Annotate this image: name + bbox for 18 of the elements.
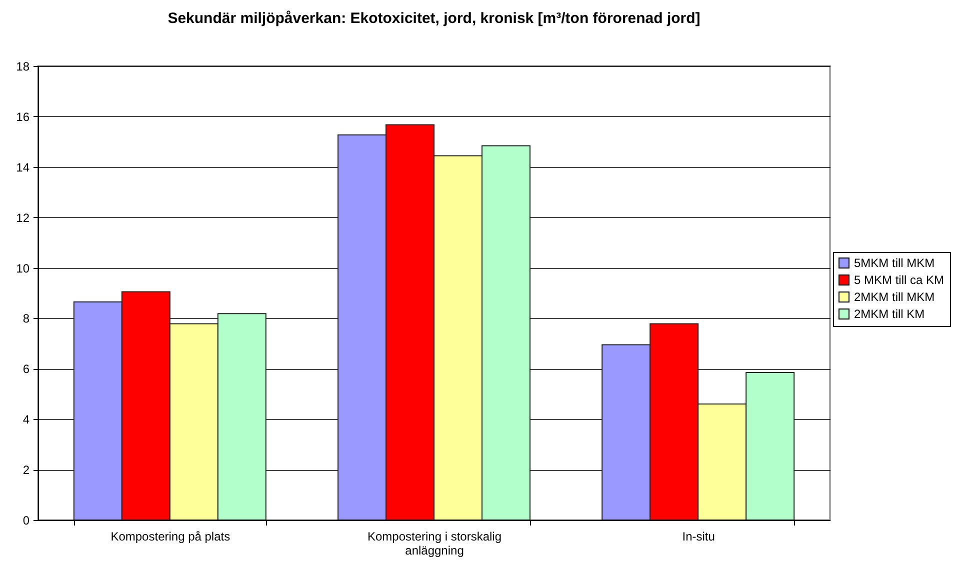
x-tick-label: In-situ [682, 530, 715, 544]
chart-title: Sekundär miljöpåverkan: Ekotoxicitet, jord, kronisk [m³/ton förorenad jord] [168, 10, 700, 27]
x-tick-label: Kompostering på plats [110, 530, 230, 544]
y-tick-label: 2 [22, 463, 30, 478]
x-tick-label: Kompostering i storskalig anläggning [367, 530, 502, 558]
y-tick-label: 18 [16, 60, 30, 74]
legend-label: 2MKM till KM [854, 307, 925, 321]
y-tick-label: 8 [22, 312, 30, 326]
legend-label: 5 MKM till ca KM [854, 273, 944, 287]
y-tick-label: 0 [22, 514, 30, 528]
y-tick-label: 14 [16, 160, 30, 174]
legend-label: 2MKM till MKM [854, 290, 935, 304]
y-tick-label: 10 [16, 261, 30, 276]
y-tick-label: 4 [22, 412, 30, 427]
y-tick-label: 12 [16, 210, 30, 225]
legend-label: 5MKM till MKM [854, 256, 935, 270]
y-tick-label: 6 [22, 362, 30, 376]
y-tick-label: 16 [16, 110, 30, 124]
